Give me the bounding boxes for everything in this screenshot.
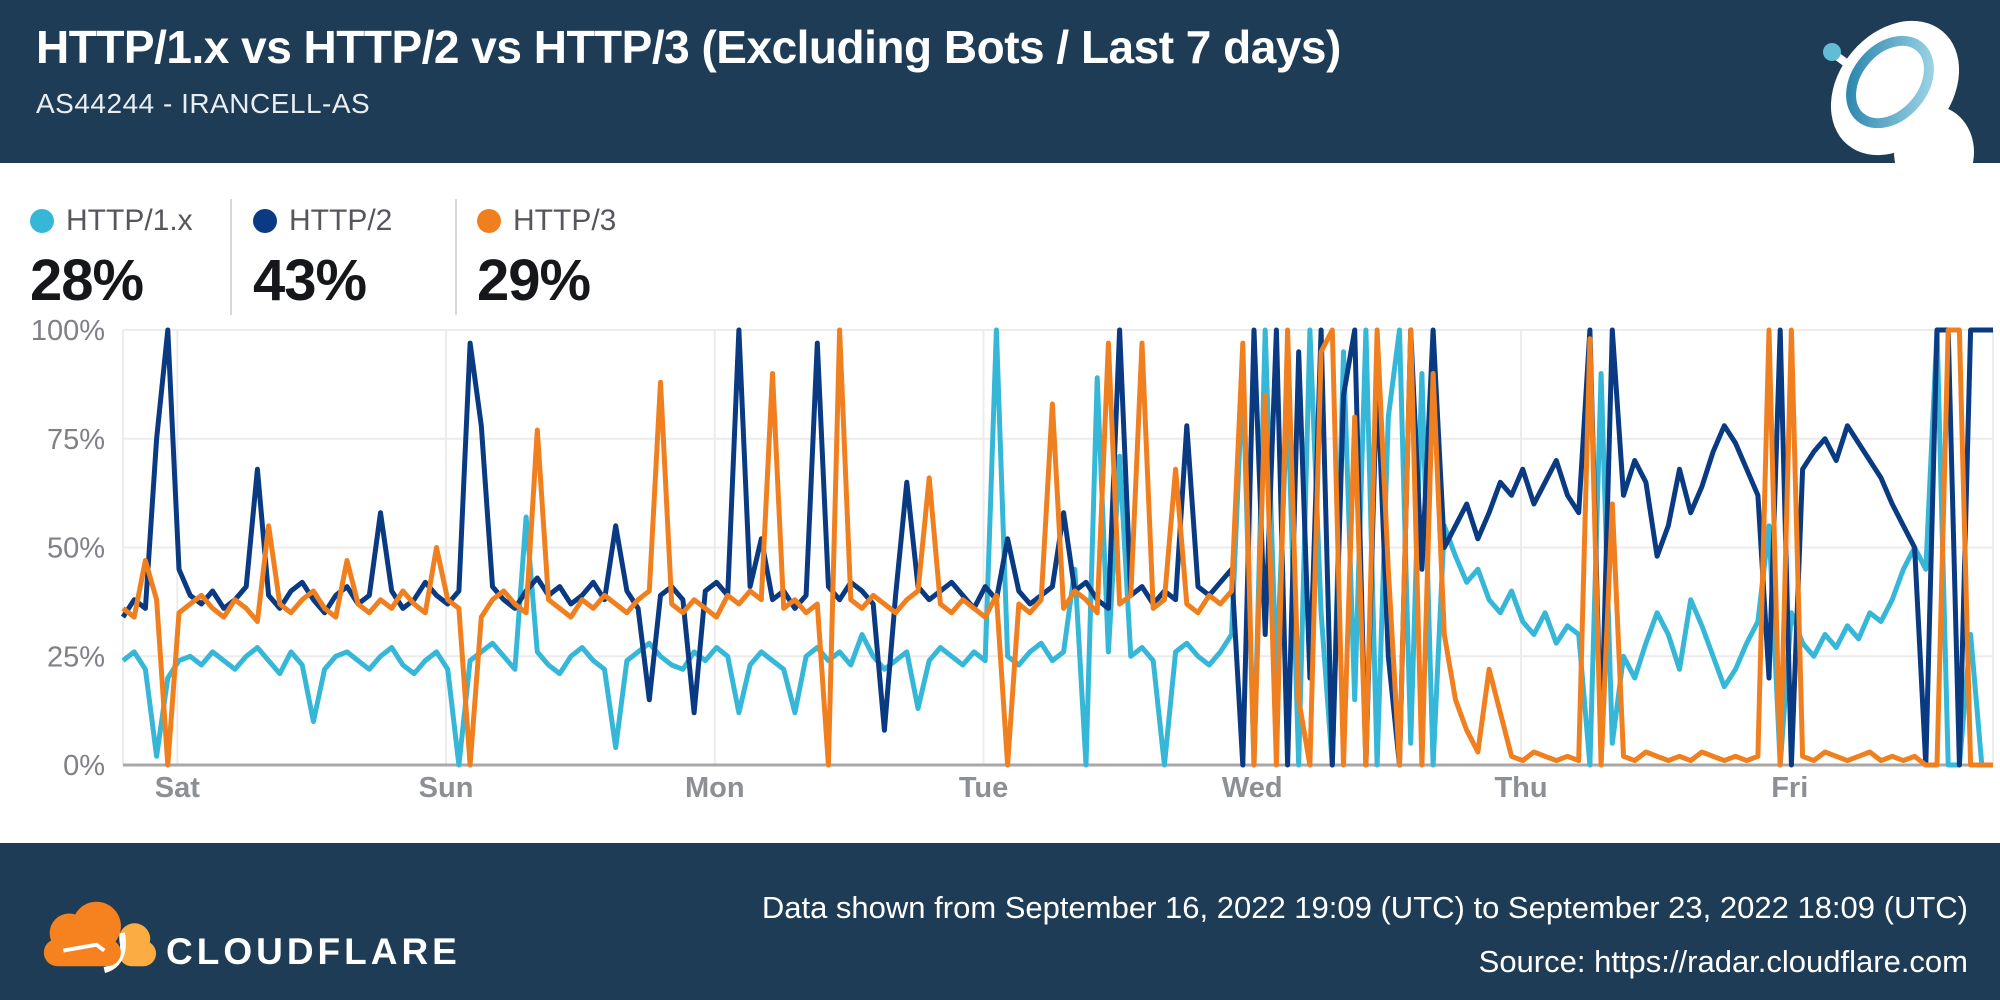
footer-date-range: Data shown from September 16, 2022 19:09… [761, 890, 1968, 925]
x-axis-tick-label-thu: Thu [1494, 772, 1547, 804]
series-line-http1x [121, 327, 1993, 768]
cloudflare-wordmark: CLOUDFLARE [166, 931, 461, 972]
footer-banner: CLOUDFLARE Data shown from September 16,… [0, 843, 2000, 1000]
footer-source-url: Source: https://radar.cloudflare.com [1478, 944, 1968, 979]
legend-label-http1x: HTTP/1.x [66, 204, 193, 237]
series-line-http3 [121, 327, 1993, 768]
legend-item-http1x: HTTP/1.x 28% [30, 199, 193, 314]
x-axis-tick-label-sun: Sun [419, 772, 474, 804]
legend-value-http2: 43% [253, 248, 367, 313]
y-axis-tick-label: 25% [47, 641, 105, 673]
legend-item-http2: HTTP/2 43% [253, 199, 392, 314]
legend-label-http2: HTTP/2 [289, 204, 393, 237]
cloudflare-cloud-logo [43, 901, 157, 973]
series-line-http2 [120, 327, 1993, 768]
y-axis-tick-label: 0% [63, 750, 105, 782]
http3-dot-icon [477, 209, 501, 233]
legend-divider [455, 199, 457, 315]
legend-divider [230, 199, 232, 315]
x-axis-tick-label-fri: Fri [1771, 772, 1808, 804]
legend-value-http1x: 28% [30, 248, 144, 313]
y-axis-tick-label: 100% [31, 315, 105, 347]
header-banner: HTTP/1.x vs HTTP/2 vs HTTP/3 (Excluding … [0, 0, 2000, 163]
http1x-dot-icon [30, 209, 54, 233]
legend-label-http3: HTTP/3 [513, 204, 617, 237]
x-axis-tick-label-wed: Wed [1222, 772, 1283, 804]
legend-value-http3: 29% [477, 248, 591, 313]
chart-legend: HTTP/1.x 28% HTTP/2 43% HTTP/3 29% [0, 163, 2000, 315]
y-axis-tick-label: 75% [47, 424, 105, 456]
x-axis-tick-label-mon: Mon [685, 772, 745, 804]
page-title: HTTP/1.x vs HTTP/2 vs HTTP/3 (Excluding … [36, 21, 1341, 73]
page-subtitle: AS44244 - IRANCELL-AS [36, 88, 371, 119]
satellite-dish-icon [1823, 20, 1974, 163]
x-axis-tick-label-sat: Sat [155, 772, 200, 804]
http2-dot-icon [253, 209, 277, 233]
x-axis-tick-label-tue: Tue [959, 772, 1008, 804]
y-axis-tick-label: 50% [47, 533, 105, 565]
legend-item-http3: HTTP/3 29% [477, 199, 616, 314]
